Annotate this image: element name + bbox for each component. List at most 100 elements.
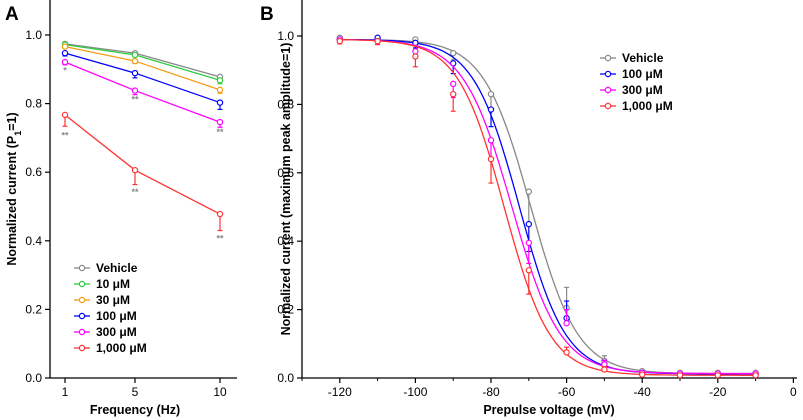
panel-b-y-tick-label: 0.2 [277,303,294,317]
panel-a-data-point [61,111,69,119]
panel-a-x-tick-label: 10 [213,385,227,399]
panel-a-significance-mark: ** [131,187,139,197]
panel-b-data-point [525,239,533,247]
panel-b-legend-label: 300 μM [622,83,663,97]
panel-b-x-tick-label: -20 [709,385,727,399]
panel-b-y-tick-label: 1.0 [277,29,294,43]
panel-b-legend-label: 1,000 μM [622,99,673,113]
panel-a-series-line [64,46,221,91]
panel-b-fit-curve [339,38,756,375]
panel-a-x-tick-label: 1 [62,385,69,399]
panel-a-legend-marker [78,344,86,352]
panel-b-legend-label: Vehicle [622,51,664,65]
panel-b-y-tick-label: 0.8 [277,97,294,111]
panel-b-legend-marker [604,54,612,62]
panel-b-data-point [601,366,608,373]
panel-b-data-point [450,80,457,88]
panel-a-y-tick-label: 0.6 [25,165,42,179]
panel-a-series-line [64,52,221,104]
panel-a-series-line [64,61,221,123]
panel-b-x-axis-label: Prepulse voltage (mV) [483,403,614,417]
panel-b-legend-marker [604,86,612,94]
panel-b-data-point [525,220,533,228]
panel-a-data-point [216,86,224,94]
panel-a-legend-label: Vehicle [96,261,138,275]
panel-a-legend-label: 30 μM [96,293,130,307]
panel-b-data-point [676,372,684,379]
panel-a-y-tick-label: 0.4 [25,234,42,248]
panel-a-data-point [131,69,139,77]
panel-b-fit-curve [339,38,756,375]
panel-a-legend-label: 100 μM [96,309,137,323]
panel-a-significance-mark: ** [131,94,139,104]
panel-b-y-tick-label: 0.6 [277,166,294,180]
panel-b-data-point [487,90,495,98]
panel-b-data-point [450,49,457,57]
panel-a-significance-mark: ** [216,127,224,137]
panel-a-legend-marker [78,312,86,320]
panel-a-legend-label: 1,000 μM [96,341,147,355]
panel-a-data-point [216,118,224,126]
panel-a-data-point [131,166,139,174]
panel-b-y-axis-label: Normalized current (maximum peak amplitu… [279,43,293,336]
panel-a-label: A [5,4,19,25]
panel-a-legend-label: 300 μM [96,325,137,339]
panel-b-x-tick-label: -80 [482,385,500,399]
panel-b-data-point [752,372,759,379]
panel-b-data-point [639,371,646,378]
panel-b-x-tick-label: -60 [558,385,576,399]
panel-b-label: B [260,4,274,25]
panel-a-x-axis-label: Frequency (Hz) [90,403,180,417]
panel-b-x-tick-label: -40 [634,385,652,399]
panel-b-y-tick-label: 0.0 [277,371,294,385]
panel-b-legend-marker [604,70,612,78]
panel-a-data-point [131,51,139,59]
panel-a-legend-marker [78,280,86,288]
panel-b-x-tick-label: 0 [790,385,797,399]
panel-a-x-tick-label: 5 [132,385,139,399]
panel-a-data-point [216,77,224,84]
panel-b-data-point [412,48,419,55]
panel-a-series-line [64,114,221,215]
panel-a-y-tick-label: 0.0 [25,371,42,385]
panel-a-y-tick-label: 1.0 [25,28,42,42]
panel-a-data-point [61,49,69,57]
panel-a-series-line [64,43,221,81]
panel-b-fit-curve [339,39,756,375]
panel-a-significance-mark: ** [61,130,69,140]
panel-a-data-point [131,87,139,94]
panel-a-significance-mark: ** [216,233,224,243]
panel-b-legend-marker [604,102,612,110]
panel-a-y-tick-label: 0.2 [25,302,42,316]
panel-a-data-point [131,57,139,65]
panel-b-x-tick-label: -120 [328,385,352,399]
panel-a-legend-marker [78,328,86,336]
panel-b-data-point [487,137,495,144]
panel-b-data-point [563,349,570,356]
panel-a-data-point [216,210,224,218]
panel-a-y-tick-label: 0.8 [25,97,42,111]
panel-b-x-tick-label: -100 [403,385,427,399]
panel-b-data-point [487,155,495,163]
panel-b-data-point [450,90,457,98]
panel-b-data-point [374,37,381,45]
panel-b-legend-label: 100 μM [622,67,663,81]
panel-b-y-tick-label: 0.4 [277,234,294,248]
panel-b-data-point [563,320,570,327]
panel-a-legend-label: 10 μM [96,277,130,291]
panel-a-legend-marker [78,264,86,272]
panel-a-data-point [61,43,69,50]
panel-b-data-point [525,267,533,274]
panel-b-data-point [336,37,343,45]
panel-b-data-point [714,372,722,379]
panel-a-data-point [216,99,224,106]
panel-a-significance-mark: * [63,65,67,75]
panel-b-data-point [525,188,533,195]
panel-a-y-axis-label: Normalized current (P1=1) [5,112,23,265]
panel-b-data-point [487,106,495,113]
panel-b-fit-curve [339,39,756,376]
panel-a-data-point [61,58,69,66]
panel-a-legend-marker [78,296,86,304]
panel-b-data-point [412,53,419,60]
